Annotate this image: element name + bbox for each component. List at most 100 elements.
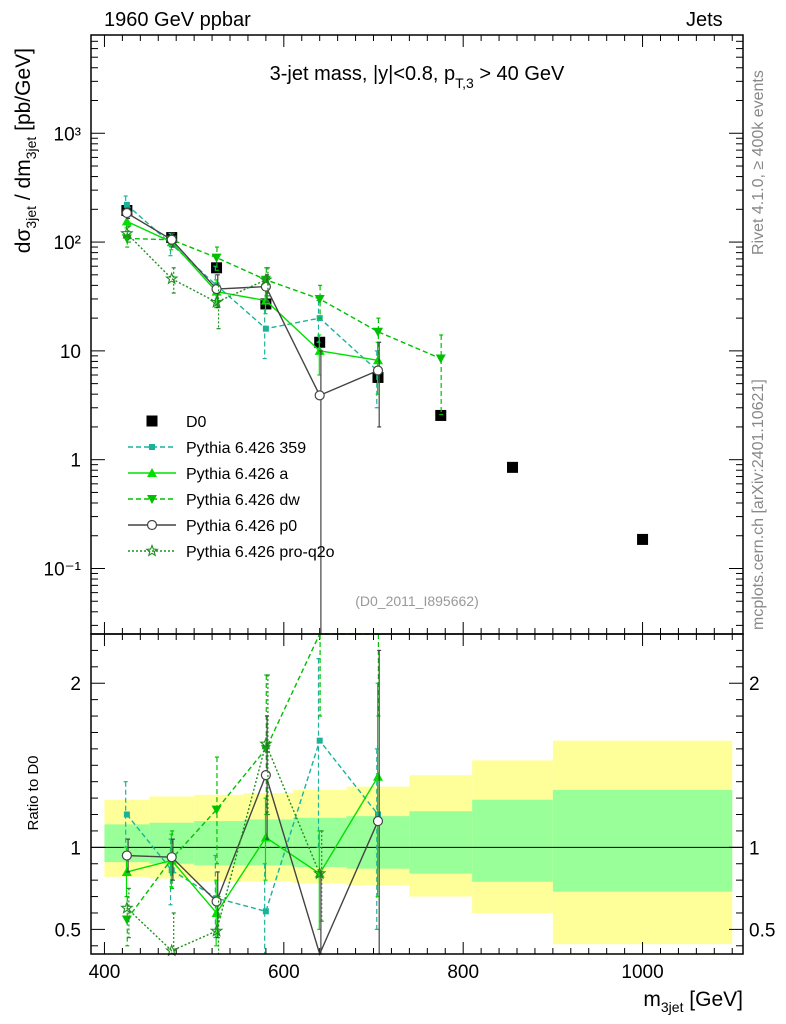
data-point bbox=[211, 907, 222, 917]
data-point bbox=[507, 461, 519, 473]
legend-marker bbox=[147, 468, 157, 477]
x-tick-label: 1000 bbox=[621, 962, 663, 983]
data-point bbox=[123, 201, 130, 208]
data-point bbox=[262, 908, 269, 915]
data-point bbox=[121, 850, 132, 861]
main-series bbox=[120, 195, 649, 635]
y-tick-label: 1 bbox=[70, 451, 81, 472]
data-point bbox=[120, 901, 134, 914]
y-tick-label: 10 bbox=[60, 342, 81, 363]
series-pythia-6-426-359 bbox=[123, 195, 381, 409]
series-line bbox=[126, 237, 442, 360]
series-line bbox=[126, 220, 379, 361]
x-tick-label: 600 bbox=[268, 962, 300, 983]
legend-entry: Pythia 6.426 a bbox=[128, 466, 288, 483]
legend-entry: Pythia 6.426 359 bbox=[128, 440, 306, 457]
legend: D0 Pythia 6.426 359 Pythia 6.426 a Pythia 6… bbox=[128, 414, 335, 561]
series-line bbox=[126, 212, 379, 397]
band-inner-bin bbox=[552, 789, 733, 892]
data-point bbox=[211, 805, 222, 815]
legend-marker bbox=[149, 444, 155, 450]
legend-marker bbox=[146, 519, 158, 531]
series-line bbox=[126, 772, 379, 957]
series-pythia-6-426-p0 bbox=[121, 649, 384, 957]
ratio-tick-label-left: 1 bbox=[70, 838, 81, 859]
series-pythia-6-426-a bbox=[121, 215, 383, 395]
legend-entry: Pythia 6.426 p0 bbox=[128, 518, 297, 535]
band-inner-bin bbox=[409, 811, 473, 874]
data-point bbox=[209, 295, 224, 309]
data-point bbox=[316, 737, 323, 744]
series-pythia-6-426-p0 bbox=[121, 207, 384, 635]
ratio-tick-label-right: 2 bbox=[749, 674, 760, 695]
ratio-axis-label: Ratio to D0 bbox=[25, 755, 42, 830]
legend-marker bbox=[146, 415, 158, 427]
data-point bbox=[314, 390, 325, 401]
data-point bbox=[166, 852, 177, 863]
ratio-tick-label-left: 0.5 bbox=[55, 920, 81, 941]
data-point bbox=[211, 253, 222, 263]
y-tick-label: 10⁻¹ bbox=[44, 559, 82, 580]
legend-label: Pythia 6.426 p0 bbox=[186, 518, 297, 535]
y-axis-label: dσ3jet / dm3jet [pb/GeV] bbox=[12, 48, 39, 253]
data-point bbox=[209, 923, 224, 937]
data-point bbox=[123, 811, 130, 818]
data-point bbox=[121, 915, 132, 925]
ratio-tick-label-right: 0.5 bbox=[749, 920, 775, 941]
x-axis-label: m3jet [GeV] bbox=[643, 988, 743, 1015]
legend-label: Pythia 6.426 a bbox=[186, 466, 288, 483]
data-point bbox=[372, 327, 383, 337]
legend-entry: D0 bbox=[146, 414, 207, 431]
data-point bbox=[120, 226, 134, 240]
data-point bbox=[637, 533, 649, 545]
data-point bbox=[435, 409, 447, 421]
legend-label: Pythia 6.426 dw bbox=[186, 492, 300, 509]
series-line bbox=[126, 741, 321, 952]
data-point bbox=[211, 896, 222, 907]
x-tick-label: 400 bbox=[89, 962, 121, 983]
analysis-label: (D0_2011_I895662) bbox=[355, 593, 479, 609]
data-point bbox=[166, 234, 177, 245]
band-inner-bin bbox=[472, 799, 553, 882]
ratio-uncertainty-bands bbox=[91, 740, 743, 945]
series-line bbox=[126, 776, 379, 915]
ratio-tick-label-left: 2 bbox=[70, 674, 81, 695]
band-inner-bin bbox=[243, 819, 293, 866]
data-point bbox=[372, 815, 384, 827]
band-inner-bin bbox=[194, 821, 244, 866]
header-right: Jets bbox=[686, 9, 723, 31]
series-line bbox=[126, 204, 379, 372]
data-point bbox=[121, 207, 132, 219]
y-tick-label: 10² bbox=[54, 233, 81, 254]
x-tick-label: 800 bbox=[447, 962, 479, 983]
legend-label: D0 bbox=[186, 414, 207, 431]
legend-label: Pythia 6.426 pro-q2o bbox=[186, 544, 335, 561]
data-point bbox=[259, 272, 273, 286]
legend-entry: Pythia 6.426 pro-q2o bbox=[128, 543, 335, 561]
header-left: 1960 GeV ppbar bbox=[104, 9, 251, 31]
data-point bbox=[314, 294, 325, 304]
data-point bbox=[259, 736, 273, 750]
legend-entry: Pythia 6.426 dw bbox=[128, 492, 300, 509]
data-point bbox=[435, 354, 446, 364]
ratio-frame bbox=[90, 633, 744, 955]
series-line bbox=[126, 739, 379, 913]
axis-ticks: 400 600 800 1000 10⁻¹ 1 10 10² 10³ 0.5 0.5 1 1 2 2 bbox=[44, 34, 775, 983]
data-point bbox=[164, 943, 179, 957]
series-pythia-6-426-pro-q2o bbox=[120, 225, 273, 330]
data-point bbox=[121, 216, 132, 226]
chart-title: 3-jet mass, |y|<0.8, pT,3 > 40 GeV bbox=[270, 63, 565, 91]
data-point bbox=[372, 365, 384, 376]
legend-marker bbox=[147, 495, 157, 504]
legend-label: Pythia 6.426 359 bbox=[186, 440, 306, 457]
data-point bbox=[262, 325, 269, 332]
ratio-tick-label-right: 1 bbox=[749, 838, 760, 859]
data-point bbox=[372, 771, 383, 781]
y-tick-label: 10³ bbox=[54, 124, 81, 145]
data-point bbox=[165, 271, 179, 285]
data-point bbox=[313, 866, 327, 880]
legend-marker bbox=[145, 543, 159, 557]
data-point bbox=[260, 770, 271, 781]
series-line bbox=[126, 232, 267, 304]
